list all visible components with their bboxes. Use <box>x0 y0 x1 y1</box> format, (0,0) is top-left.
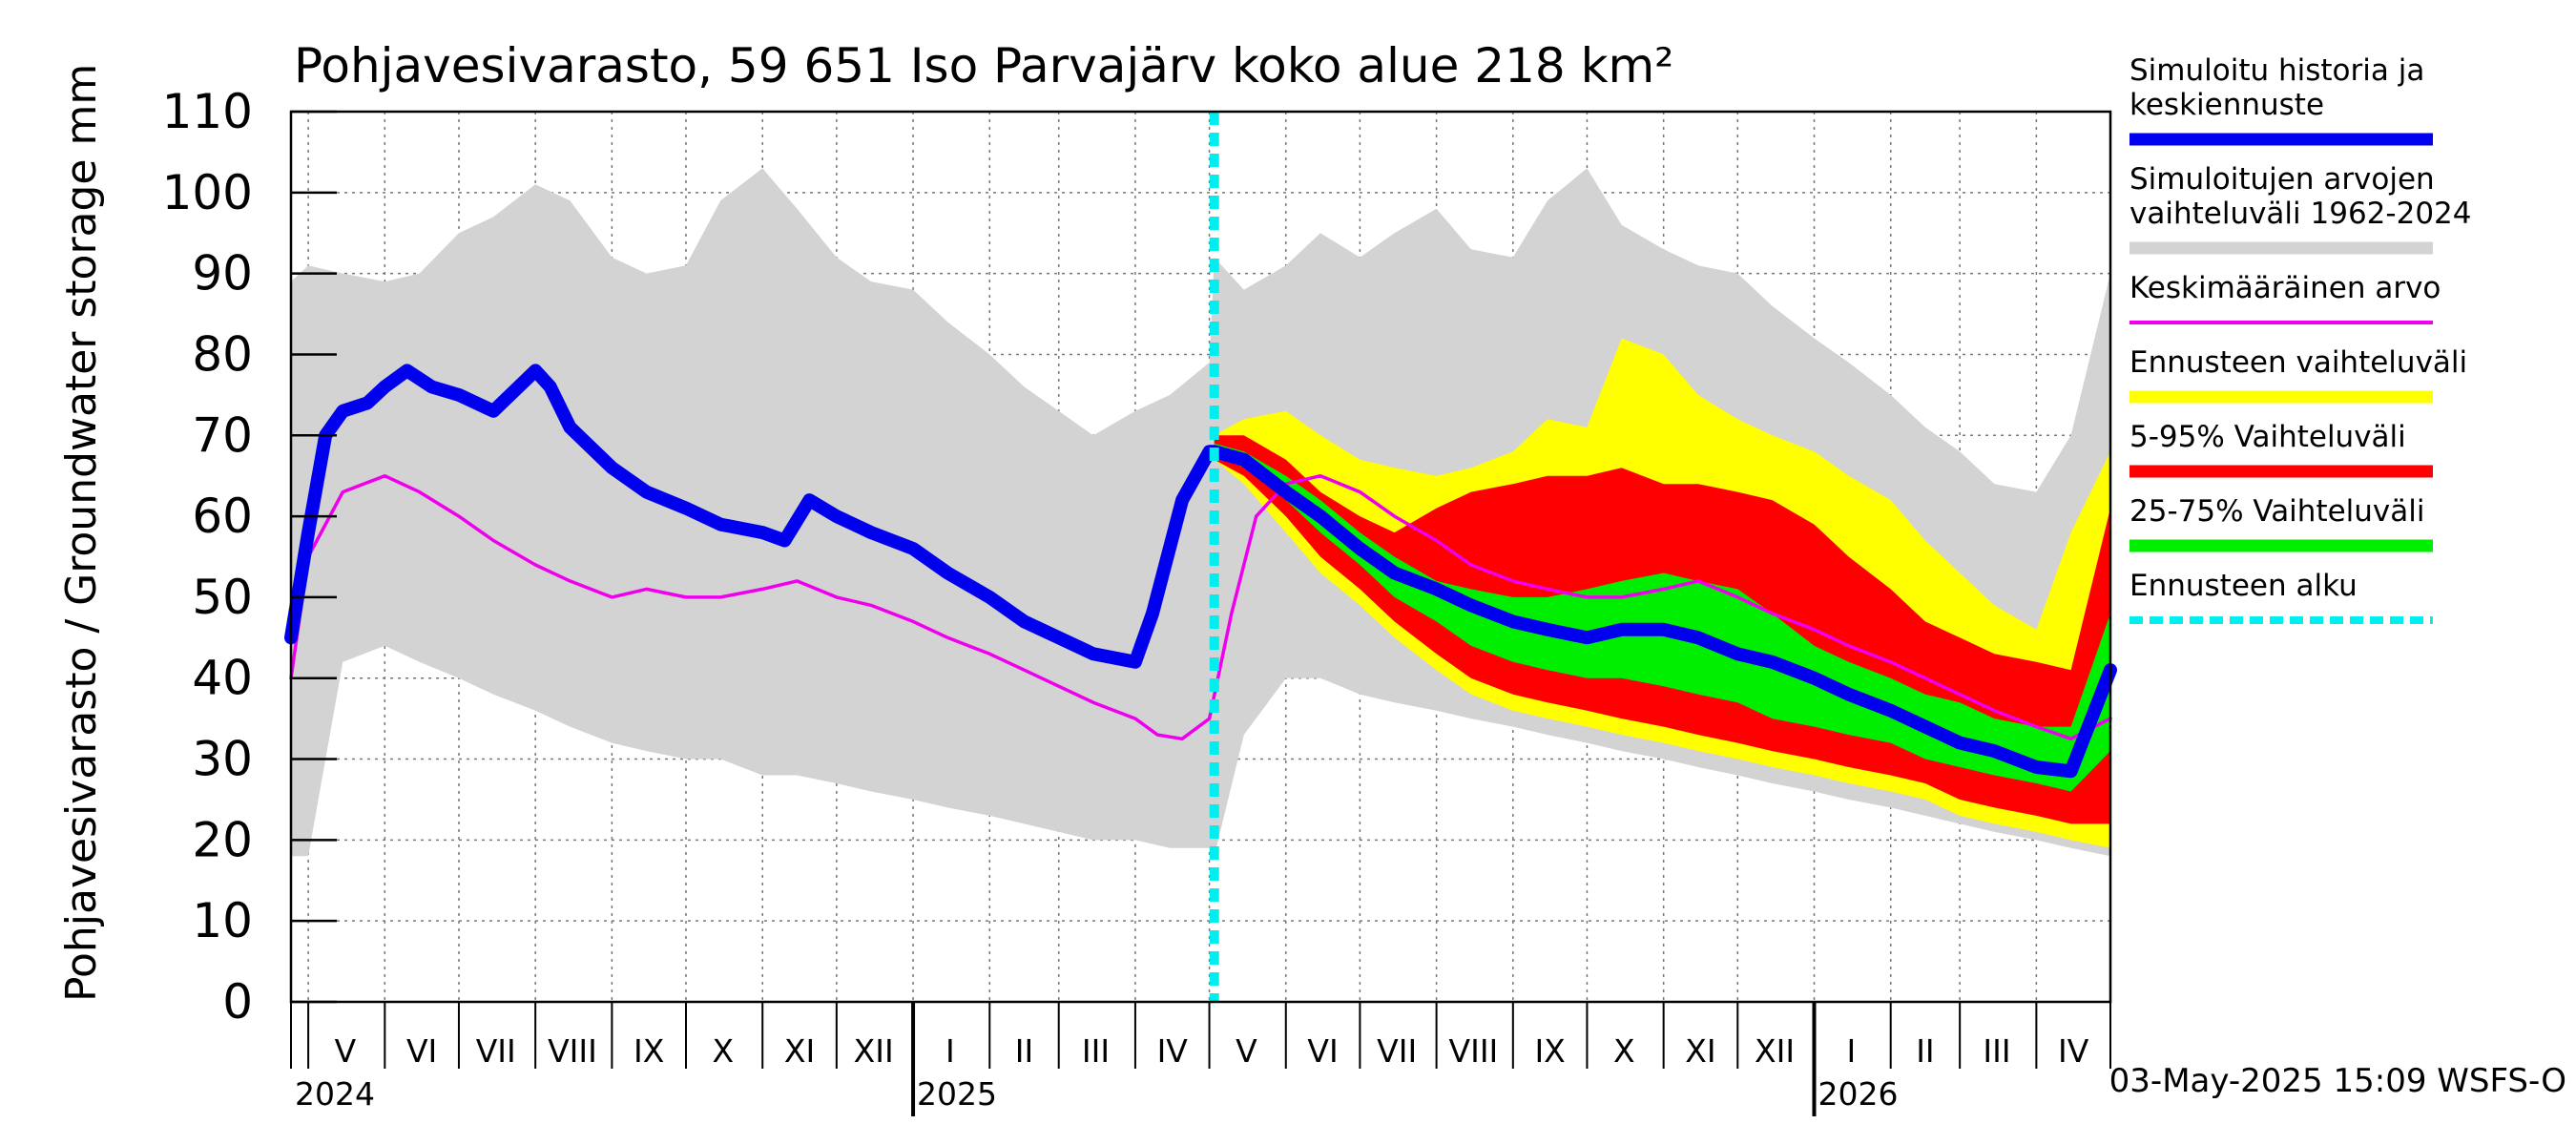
month-label: XII <box>854 1032 894 1070</box>
month-label: IV <box>2058 1032 2089 1070</box>
legend-label: 5-95% Vaihteluväli <box>2129 420 2406 454</box>
month-label: VIII <box>1449 1032 1499 1070</box>
y-tick-label: 50 <box>192 570 253 625</box>
legend-label: Ennusteen alku <box>2129 569 2358 603</box>
y-tick-label: 80 <box>192 326 253 382</box>
month-label: VI <box>1307 1032 1338 1070</box>
y-tick-label: 110 <box>162 84 253 139</box>
y-tick-label: 90 <box>192 246 253 302</box>
month-label: I <box>1846 1032 1856 1070</box>
month-label: VII <box>1377 1032 1417 1070</box>
year-label: 2026 <box>1818 1075 1898 1113</box>
month-label: VII <box>476 1032 516 1070</box>
month-label: IX <box>1534 1032 1565 1070</box>
month-label: V <box>335 1032 357 1070</box>
y-tick-label: 40 <box>192 651 253 706</box>
month-label: III <box>1983 1032 2010 1070</box>
legend-label: Ennusteen vaihteluväli <box>2129 345 2467 380</box>
legend-label: vaihteluväli 1962-2024 <box>2129 197 2471 231</box>
month-label: I <box>945 1032 955 1070</box>
month-label: II <box>1916 1032 1934 1070</box>
year-label: 2025 <box>917 1075 997 1113</box>
month-label: XI <box>784 1032 815 1070</box>
y-tick-label: 10 <box>192 893 253 948</box>
month-label: II <box>1015 1032 1033 1070</box>
legend-label: Simuloitu historia ja <box>2129 53 2424 88</box>
y-axis-label: Pohjavesivarasto / Groundwater storage m… <box>57 64 106 1002</box>
y-tick-label: 20 <box>192 812 253 867</box>
y-tick-label: 100 <box>162 165 253 220</box>
y-tick-label: 30 <box>192 732 253 787</box>
bands <box>291 168 2110 857</box>
y-tick-label: 0 <box>222 974 253 1030</box>
month-label: IV <box>1157 1032 1189 1070</box>
legend-label: 25-75% Vaihteluväli <box>2129 494 2425 529</box>
series-line <box>289 473 2112 741</box>
month-label: VIII <box>548 1032 597 1070</box>
footer-timestamp: 03-May-2025 15:09 WSFS-O <box>2109 1062 2566 1100</box>
lines <box>284 112 2117 1002</box>
chart-title: Pohjavesivarasto, 59 651 Iso Parvajärv k… <box>294 38 1673 94</box>
legend-label: keskiennuste <box>2129 88 2324 122</box>
month-label: XII <box>1755 1032 1795 1070</box>
month-label: X <box>713 1032 735 1070</box>
y-tick-label: 60 <box>192 489 253 544</box>
month-label: XI <box>1685 1032 1715 1070</box>
plot-frame <box>289 110 2112 1004</box>
month-label: VI <box>406 1032 437 1070</box>
y-tick-label: 70 <box>192 407 253 463</box>
month-label: X <box>1613 1032 1635 1070</box>
month-label: IX <box>634 1032 664 1070</box>
year-label: 2024 <box>295 1075 375 1113</box>
legend-label: Keskimääräinen arvo <box>2129 271 2441 305</box>
series-line <box>284 364 2117 779</box>
legend-label: Simuloitujen arvojen <box>2129 162 2435 197</box>
month-label: III <box>1082 1032 1110 1070</box>
month-label: V <box>1236 1032 1257 1070</box>
